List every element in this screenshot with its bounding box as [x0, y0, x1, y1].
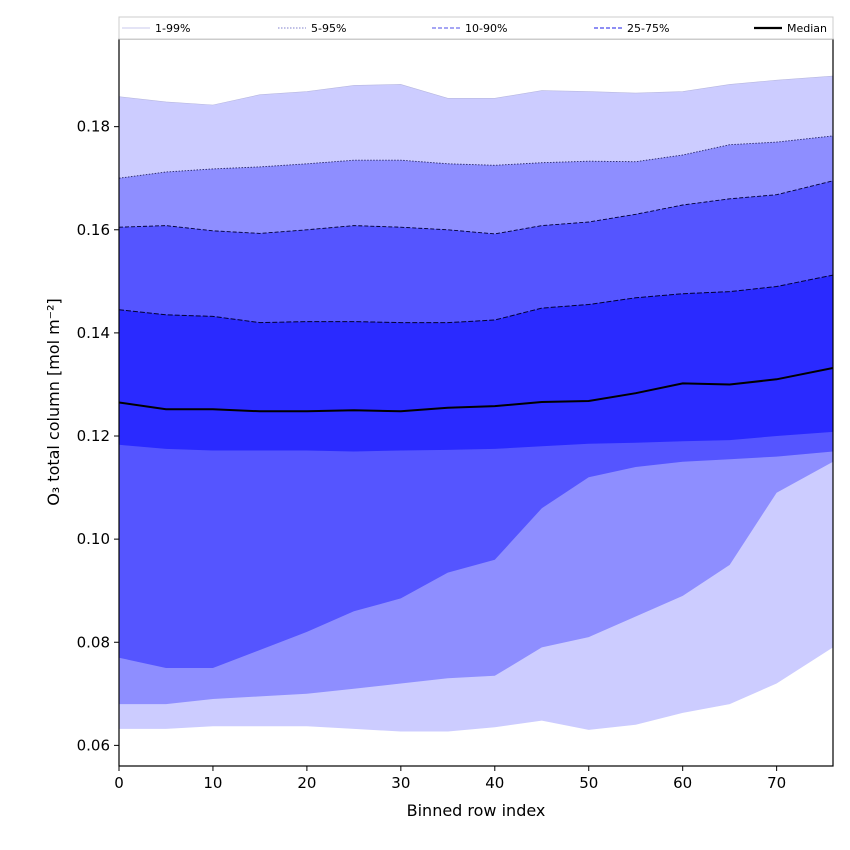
band-25-75-area: [119, 275, 833, 452]
legend-label: Median: [787, 22, 827, 35]
x-tick-label: 0: [114, 774, 124, 792]
band-10-90-upper-line: [119, 180, 833, 235]
legend-box: [118, 16, 834, 40]
y-tick-label: 0.08: [77, 633, 110, 651]
y-axis-label: O₃ total column [mol m⁻²]: [44, 298, 63, 506]
band-1-99-upper-line: [119, 75, 833, 106]
x-tick-label: 10: [203, 774, 222, 792]
x-tick-label: 40: [485, 774, 504, 792]
median-line: [119, 367, 833, 413]
x-axis-label: Binned row index: [407, 801, 546, 820]
y-tick-label: 0.16: [77, 221, 110, 239]
legend-label: 1-99%: [155, 22, 190, 35]
band-25-75-upper-line: [119, 274, 833, 324]
x-tick-label: 60: [673, 774, 692, 792]
x-tick-label: 70: [767, 774, 786, 792]
y-tick-label: 0.12: [77, 427, 110, 445]
legend-label: 5-95%: [311, 22, 346, 35]
legend: 1-99% 5-95% 10-90% 25-75% Median: [118, 16, 834, 40]
legend-label: 10-90%: [465, 22, 507, 35]
y-tick-label: 0.14: [77, 324, 110, 342]
percentile-bands: [119, 75, 833, 732]
x-tick-label: 30: [391, 774, 410, 792]
y-tick-label: 0.10: [77, 530, 110, 548]
y-tick-label: 0.18: [77, 118, 110, 136]
x-axis-ticks: 0 10 20 30 40 50 60 70: [114, 766, 786, 792]
y-axis-ticks: 0.06 0.08 0.10 0.12 0.14 0.16 0.18: [77, 118, 119, 754]
y-tick-label: 0.06: [77, 736, 110, 754]
median-layer: [119, 367, 833, 413]
x-tick-label: 50: [579, 774, 598, 792]
band-5-95-upper-line: [119, 135, 833, 179]
legend-label: 25-75%: [627, 22, 669, 35]
x-tick-label: 20: [297, 774, 316, 792]
